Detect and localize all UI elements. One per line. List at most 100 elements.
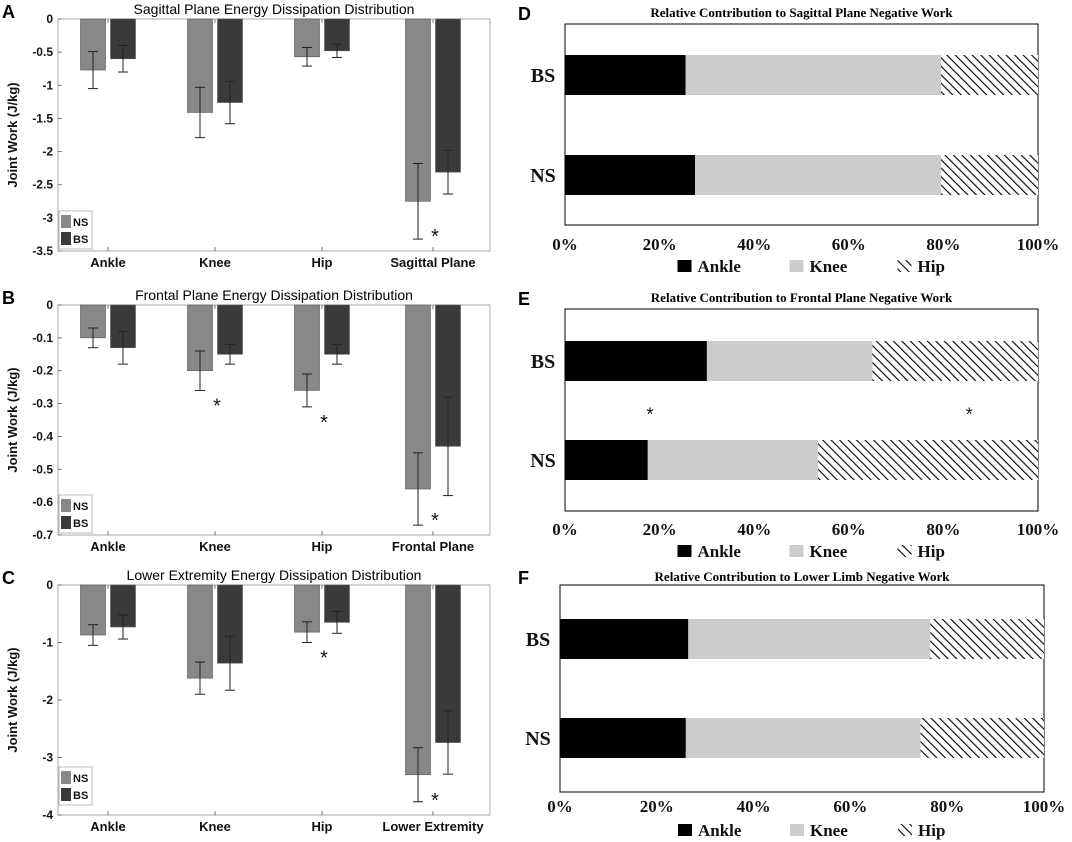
category-label: BS [531,65,555,87]
legend: Ankle Knee Hip [677,257,945,276]
legend-label: NS [73,773,88,785]
legend: NS BS [58,210,93,250]
x-tick-label: 60% [832,520,866,539]
segment-ankle-ns [560,718,686,758]
legend-swatch-knee [790,824,804,836]
segment-hip-ns [941,155,1038,195]
x-tick-label: 40% [737,235,771,254]
legend-label: BS [73,518,88,530]
y-tick-label: -0.7 [32,528,53,542]
y-tick-label: -3 [42,211,53,225]
legend: Ankle Knee Hip [677,542,945,561]
legend-label: Knee [810,821,848,840]
legend-swatch-ns [61,771,71,784]
y-tick-label: -0.3 [32,397,53,411]
chart-title: Relative Contribution to Lower Limb Nega… [655,569,951,584]
bar-chart-c: C Lower Extremity Energy Dissipation Dist… [2,567,491,834]
stacked-chart-f: F Relative Contribution to Lower Limb Neg… [518,568,1065,840]
chart-title: Lower Extremity Energy Dissipation Distr… [127,567,422,583]
category-label: Frontal Plane [392,539,474,554]
category-label: NS [525,728,551,750]
x-tick-label: 100% [1017,235,1060,254]
x-tick-label: 60% [833,797,867,816]
legend-swatch-bs [61,516,71,529]
legend-label: BS [73,234,88,246]
x-tick-label: 60% [832,235,866,254]
x-tick-label: 40% [737,797,771,816]
significance-star: * [431,510,439,532]
y-tick-label: -3.5 [32,244,53,258]
x-tick-label: 100% [1017,520,1060,539]
panel-letter: F [518,568,529,588]
y-tick-label: -0.5 [32,45,53,59]
segment-ankle-bs [565,341,707,381]
legend-swatch-ns [61,215,71,228]
significance-star: * [213,395,221,417]
y-axis-label: Joint Work (J/kg) [5,647,20,752]
legend-swatch-hip [897,260,912,272]
legend-label: Hip [918,257,945,276]
x-tick-label: 100% [1023,797,1066,816]
panel-letter: B [2,288,15,308]
bar-bs [435,304,461,447]
chart-title: Relative Contribution to Sagittal Plane … [650,5,953,20]
x-tick-label: 20% [643,520,677,539]
y-tick-label: -1 [42,636,53,650]
y-tick-label: -0.4 [32,429,53,443]
x-tick-label: 20% [640,797,674,816]
legend-label: Ankle [698,542,742,561]
legend-swatch-ankle [677,260,692,272]
x-tick-label: 80% [926,235,960,254]
legend-label: NS [73,217,88,229]
y-tick-label: -4 [42,808,53,822]
stacked-chart-e: E Relative Contribution to Frontal Plane … [518,289,1059,561]
x-tick-label: 0% [552,235,578,254]
y-tick-label: -2 [42,145,53,159]
legend-swatch-bs [61,788,71,801]
bar-bs [435,18,461,173]
y-tick-label: -1 [42,78,53,92]
category-label: Lower Extremity [382,819,484,834]
y-tick-label: -2 [42,693,53,707]
panel-letter: A [2,2,15,22]
legend-swatch-ankle [678,824,692,836]
significance-star: * [431,790,439,812]
legend: Ankle Knee Hip [678,821,945,840]
legend: NS BS [58,766,93,806]
legend-label: NS [73,501,88,513]
y-axis-label: Joint Work (J/kg) [5,82,20,187]
legend-swatch-ns [61,499,71,512]
panel-letter: E [518,289,530,309]
legend-label: Hip [918,542,945,561]
legend-swatch-hip [897,545,912,557]
bar-ns [405,584,431,776]
legend-swatch-bs [61,232,71,245]
legend-swatch-knee [789,260,804,272]
y-tick-label: 0 [46,12,53,26]
chart-title: Sagittal Plane Energy Dissipation Distri… [134,1,415,17]
bar-chart-b: B Frontal Plane Energy Dissipation Distri… [2,287,491,554]
legend-label: Hip [918,821,945,840]
x-tick-label: 0% [552,520,578,539]
segment-ankle-ns [565,155,696,195]
x-tick-label: 40% [737,520,771,539]
y-axis-label: Joint Work (J/kg) [5,367,20,472]
significance-star: * [646,405,653,425]
category-label: NS [530,450,556,472]
category-label: Hip [312,255,333,270]
y-tick-label: 0 [46,298,53,312]
legend-swatch-knee [789,545,804,557]
legend-label: Knee [810,257,848,276]
significance-star: * [431,226,439,248]
segment-ankle-bs [560,619,689,659]
axes-frame [564,23,1039,226]
x-tick-label: 0% [547,797,573,816]
axes-frame [564,308,1039,512]
significance-star: * [320,648,328,670]
segment-ankle-bs [565,55,686,95]
segment-hip-bs [941,55,1038,95]
y-tick-label: -0.6 [32,495,53,509]
segment-knee-ns [685,718,921,758]
category-label: Sagittal Plane [390,255,475,270]
legend-swatch-hip [898,824,912,836]
